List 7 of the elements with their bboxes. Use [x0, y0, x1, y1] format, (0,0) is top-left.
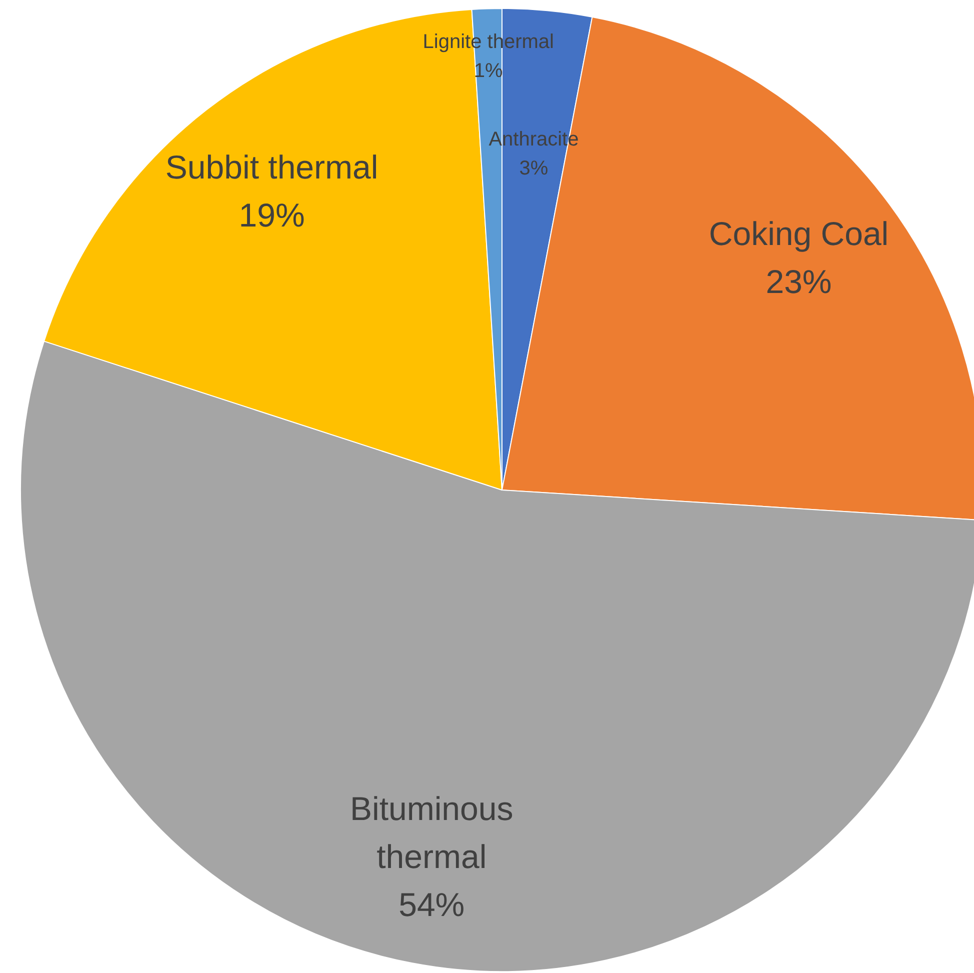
- slice-label: Bituminous thermal: [350, 790, 514, 876]
- slice-label: Subbit thermal: [165, 148, 378, 186]
- data-label: 23%: [766, 262, 832, 300]
- slice-label: Coking Coal: [708, 214, 889, 252]
- data-label: 19%: [238, 196, 305, 234]
- data-label: 3%: [519, 157, 548, 180]
- data-label: 54%: [398, 886, 465, 923]
